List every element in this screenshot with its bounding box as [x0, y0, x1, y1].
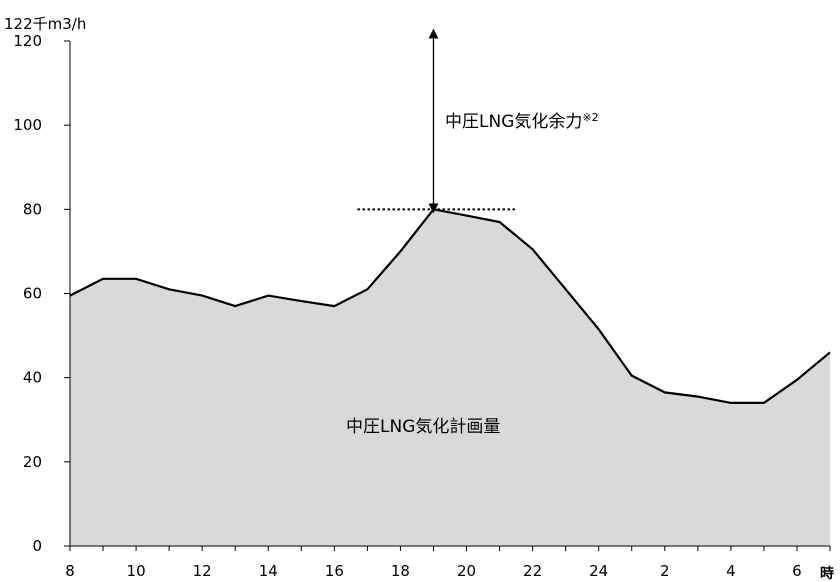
- area-fill: [70, 209, 830, 547]
- x-tick-label: 16: [325, 562, 344, 580]
- y-tick-label: 0: [32, 537, 42, 555]
- x-unit-label: 時: [820, 565, 834, 582]
- x-tick-label: 12: [193, 562, 212, 580]
- x-tick-label: 10: [127, 562, 146, 580]
- x-tick-label: 18: [391, 562, 410, 580]
- y-tick-label: 20: [23, 453, 42, 471]
- y-ticks: 0 20 40 60 80 100 120: [13, 32, 70, 555]
- x-tick-label: 4: [726, 562, 736, 580]
- y-tick-label: 120: [13, 32, 42, 50]
- x-tick-label: 20: [457, 562, 476, 580]
- x-ticks: 8 10 12 14 16 18 20 22 24 2 4 6: [65, 546, 831, 580]
- x-tick-label: 14: [259, 562, 278, 580]
- margin-label-text: 中圧LNG気化余力: [445, 112, 582, 132]
- x-tick-label: 6: [792, 562, 802, 580]
- x-tick-label: 8: [65, 562, 75, 580]
- y-unit-label: 122千m3/h: [4, 15, 86, 33]
- margin-label: 中圧LNG気化余力※2: [445, 111, 599, 132]
- y-tick-label: 60: [23, 285, 42, 303]
- y-tick-label: 40: [23, 369, 42, 387]
- margin-note: ※2: [582, 111, 598, 124]
- x-tick-label: 24: [589, 562, 608, 580]
- y-tick-label: 100: [13, 116, 42, 134]
- x-tick-label: 22: [523, 562, 542, 580]
- area-label: 中圧LNG気化計画量: [346, 417, 500, 437]
- x-tick-label: 2: [660, 562, 670, 580]
- y-tick-label: 80: [23, 200, 42, 218]
- series-line: [69, 208, 831, 404]
